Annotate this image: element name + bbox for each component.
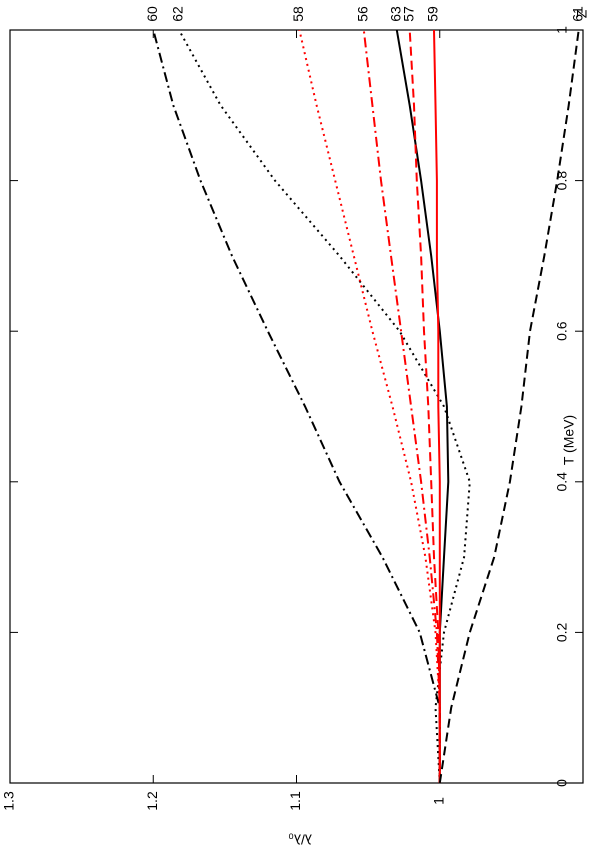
series-line <box>433 29 441 783</box>
series-label: 62 <box>170 6 186 22</box>
x-tick-label: 0.6 <box>554 321 570 341</box>
series-label: 56 <box>355 6 371 22</box>
series-label: 63 <box>387 6 403 22</box>
plot-frame <box>9 29 584 784</box>
series-label: 59 <box>425 6 441 22</box>
y-tick-label: 1.1 <box>287 791 303 811</box>
y-tick-label: 1.3 <box>1 791 17 811</box>
series-label: 61 <box>569 6 585 22</box>
x-tick-label: 0 <box>554 779 570 787</box>
series-label: 60 <box>144 6 160 22</box>
series-line <box>438 29 580 784</box>
series-label: 58 <box>290 6 306 22</box>
series-line <box>152 29 441 783</box>
y-axis-label: λ/λ₀ <box>288 831 312 847</box>
legend-title: Z <box>574 9 589 18</box>
x-tick-label: 0.2 <box>554 622 570 642</box>
y-tick-label: 1.2 <box>144 791 160 811</box>
series-line <box>178 29 471 784</box>
y-tick-label: 1 <box>430 797 446 805</box>
series-label: 57 <box>400 6 416 22</box>
series-line <box>362 29 441 783</box>
x-tick-label: 0.4 <box>554 472 570 492</box>
x-tick-label: 1 <box>554 26 570 34</box>
series-line <box>298 29 441 783</box>
x-axis-label: T (MeV) <box>561 415 577 465</box>
